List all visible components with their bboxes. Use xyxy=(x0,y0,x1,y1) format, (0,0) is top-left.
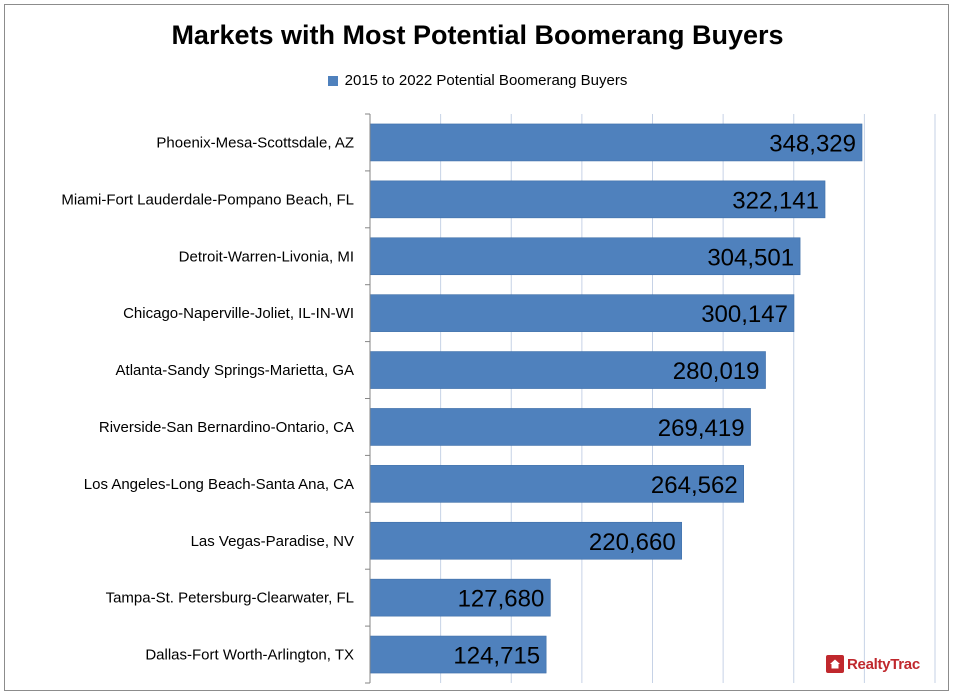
data-label: 322,141 xyxy=(732,187,819,214)
data-label: 264,562 xyxy=(651,472,738,499)
legend: 2015 to 2022 Potential Boomerang Buyers xyxy=(0,72,955,89)
house-icon xyxy=(826,655,844,673)
category-label: Dallas-Fort Worth-Arlington, TX xyxy=(145,647,354,664)
legend-label: 2015 to 2022 Potential Boomerang Buyers xyxy=(344,72,628,89)
realtytrac-logo: RealtyTrac xyxy=(826,655,920,673)
category-label: Las Vegas-Paradise, NV xyxy=(191,533,354,550)
chart-title: Markets with Most Potential Boomerang Bu… xyxy=(171,20,784,50)
category-label: Phoenix-Mesa-Scottsdale, AZ xyxy=(156,134,354,151)
category-label: Atlanta-Sandy Springs-Marietta, GA xyxy=(116,362,354,379)
bar xyxy=(369,123,863,162)
data-label: 348,329 xyxy=(769,130,856,157)
bar xyxy=(369,521,682,560)
bar xyxy=(369,237,801,276)
data-label: 269,419 xyxy=(658,415,745,442)
category-label: Detroit-Warren-Livonia, MI xyxy=(179,248,354,265)
category-label: Miami-Fort Lauderdale-Pompano Beach, FL xyxy=(61,191,354,208)
category-label: Tampa-St. Petersburg-Clearwater, FL xyxy=(106,590,354,607)
category-label: Los Angeles-Long Beach-Santa Ana, CA xyxy=(84,476,354,493)
bar xyxy=(369,294,795,332)
data-label: 304,501 xyxy=(707,244,794,271)
data-label: 220,660 xyxy=(589,529,676,556)
legend-swatch xyxy=(327,75,338,86)
category-label: Riverside-San Bernardino-Ontario, CA xyxy=(99,419,354,436)
data-label: 280,019 xyxy=(673,358,760,385)
bar xyxy=(369,465,744,503)
bar xyxy=(369,578,551,617)
data-label: 127,680 xyxy=(458,586,545,613)
category-label: Chicago-Naperville-Joliet, IL-IN-WI xyxy=(123,305,354,322)
data-label: 300,147 xyxy=(701,301,788,328)
bar xyxy=(369,180,826,219)
bar xyxy=(369,408,751,446)
data-label: 124,715 xyxy=(453,643,540,670)
bar xyxy=(369,635,547,674)
logo-text: RealtyTrac xyxy=(847,655,920,673)
